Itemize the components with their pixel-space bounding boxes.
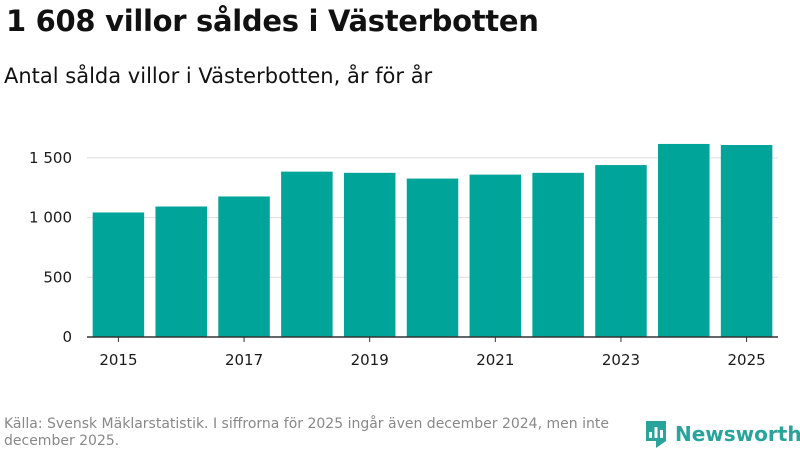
bar-2018[interactable]: 2018: 1385 (281, 171, 333, 337)
y-tick-label: 0 (62, 328, 72, 346)
bar-2022[interactable]: 2022: 1375 (532, 172, 584, 337)
bar-2020[interactable]: 2020: 1327 (406, 178, 459, 337)
chart-subtitle: Antal sålda villor i Västerbotten, år fö… (4, 64, 433, 88)
x-tick-label: 2023 (602, 351, 640, 369)
chart-title: 1 608 villor såldes i Västerbotten (6, 4, 539, 38)
y-tick-label: 1 000 (29, 209, 72, 227)
bar-2024[interactable]: 2024: 1617 (658, 143, 710, 337)
newsworthy-logo-icon (646, 421, 666, 448)
bar-2021[interactable]: 2021: 1360 (469, 174, 522, 337)
y-tick-label: 1 500 (29, 149, 72, 167)
brand[interactable]: Newsworthy (644, 418, 800, 450)
source-note: Källa: Svensk Mäklarstatistik. I siffror… (4, 416, 609, 449)
x-tick-label: 2025 (727, 351, 765, 369)
brand-name: Newsworthy (675, 422, 800, 446)
bar-chart: 0 500 1 000 1 500 2015: 10432016: 10932017: … (29, 143, 778, 369)
bar-2019[interactable]: 2019: 1375 (343, 172, 396, 337)
x-tick-label: 2021 (476, 351, 514, 369)
x-tick-label: 2015 (99, 351, 137, 369)
bar-2023[interactable]: 2023: 1440 (595, 165, 647, 337)
bar-2017[interactable]: 2017: 1177 (218, 196, 270, 337)
x-tick-label: 2017 (225, 351, 263, 369)
y-tick-label: 500 (43, 268, 72, 286)
x-tick-label: 2019 (351, 351, 389, 369)
bar-2016[interactable]: 2016: 1093 (155, 206, 207, 337)
bar-2015[interactable]: 2015: 1043 (92, 212, 145, 337)
